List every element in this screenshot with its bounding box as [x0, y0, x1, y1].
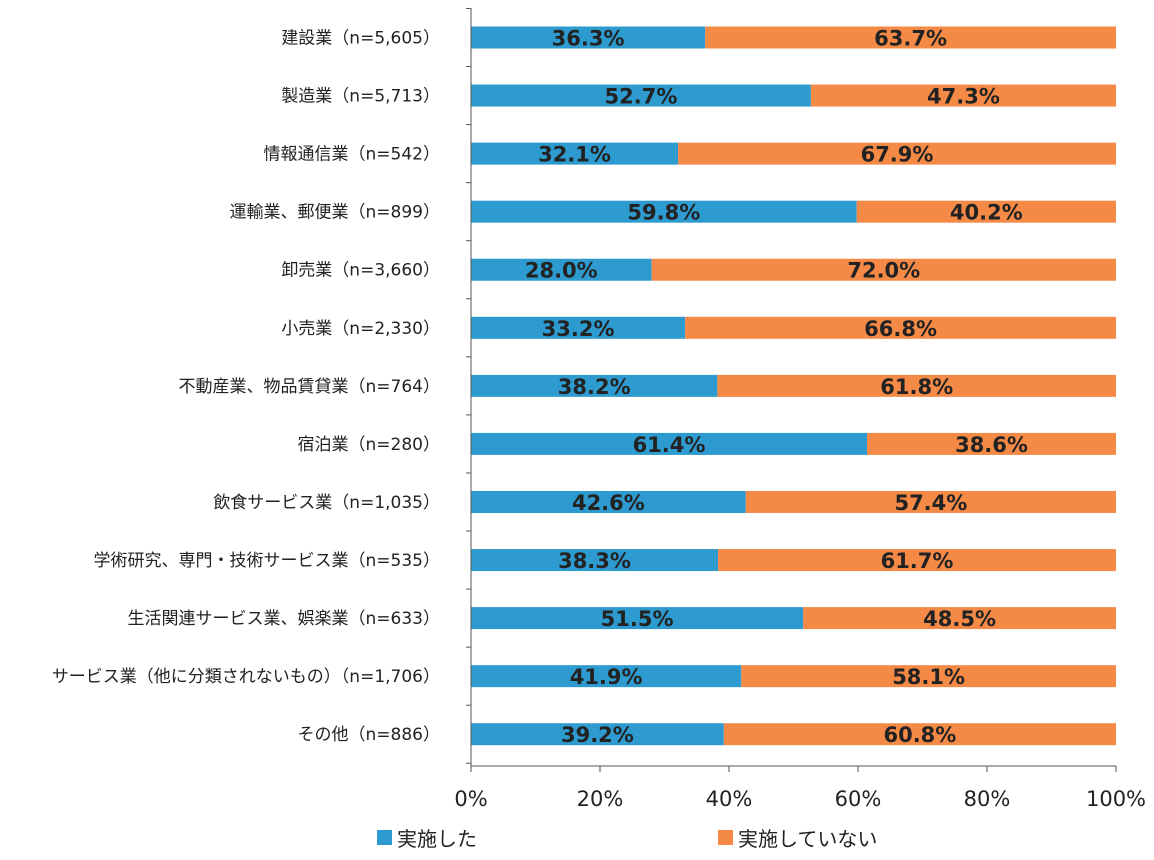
category-label-7: 宿泊業（n=280） [298, 435, 440, 455]
data-label-implemented-2: 32.1% [538, 143, 611, 167]
bar-not-implemented-5 [685, 316, 1116, 339]
data-label-not-implemented-8: 57.4% [894, 491, 967, 515]
x-tick-label-2: 40% [706, 787, 753, 811]
legend: 実施した 実施していない [0, 823, 1154, 853]
data-label-not-implemented-0: 63.7% [874, 27, 947, 51]
data-label-not-implemented-12: 60.8% [883, 723, 956, 747]
bar-not-implemented-10 [803, 607, 1116, 630]
bar-implemented-2 [471, 142, 679, 165]
x-tick-label-4: 80% [964, 787, 1011, 811]
category-label-11: サービス業（他に分類されないもの）（n=1,706） [52, 667, 440, 687]
legend-label-implemented: 実施した [397, 827, 477, 851]
bar-implemented-1 [471, 84, 811, 107]
bar-not-implemented-11 [741, 665, 1116, 688]
bar-implemented-4 [471, 258, 652, 281]
bar-not-implemented-12 [723, 723, 1116, 746]
data-label-not-implemented-5: 66.8% [864, 317, 937, 341]
legend-swatch-not-implemented [718, 830, 733, 845]
bar-not-implemented-6 [717, 374, 1116, 397]
data-label-not-implemented-11: 58.1% [892, 665, 965, 689]
category-label-12: その他（n=886） [298, 725, 440, 745]
category-label-0: 建設業（n=5,605） [281, 29, 440, 49]
data-label-not-implemented-4: 72.0% [847, 259, 920, 283]
data-label-implemented-3: 59.8% [627, 201, 700, 225]
data-label-not-implemented-6: 61.8% [880, 375, 953, 399]
data-label-implemented-8: 42.6% [572, 491, 645, 515]
bar-implemented-7 [471, 432, 868, 455]
bar-not-implemented-0 [705, 26, 1116, 49]
bar-not-implemented-9 [718, 549, 1116, 572]
bar-implemented-12 [471, 723, 724, 746]
x-tick-label-0: 0% [454, 787, 487, 811]
bar-implemented-6 [471, 374, 718, 397]
data-label-implemented-7: 61.4% [633, 433, 706, 457]
category-label-9: 学術研究、専門・技術サービス業（n=535） [94, 551, 440, 571]
data-labels: 36.3% 63.7% 52.7% 47.3% 32.1% 67.9% 59.8% 40.2%… [525, 27, 1028, 748]
category-label-6: 不動産業、物品賃貸業（n=764） [179, 377, 440, 397]
data-label-implemented-9: 38.3% [558, 549, 631, 573]
bar-implemented-9 [471, 549, 719, 572]
bars [471, 26, 1116, 746]
bar-implemented-11 [471, 665, 742, 688]
bar-not-implemented-3 [856, 200, 1116, 223]
data-label-not-implemented-7: 38.6% [955, 433, 1028, 457]
category-label-8: 飲食サービス業（n=1,035） [213, 493, 440, 513]
legend-item-implemented: 実施した [377, 823, 477, 852]
bar-implemented-0 [471, 26, 706, 49]
bar-not-implemented-1 [810, 84, 1116, 107]
legend-item-not-implemented: 実施していない [718, 823, 877, 852]
bar-implemented-10 [471, 607, 804, 630]
bar-not-implemented-8 [745, 490, 1116, 513]
category-label-5: 小売業（n=2,330） [281, 319, 440, 339]
data-label-implemented-1: 52.7% [605, 85, 678, 109]
data-label-implemented-0: 36.3% [552, 27, 625, 51]
category-label-4: 卸売業（n=3,660） [281, 261, 440, 281]
bar-not-implemented-7 [867, 432, 1116, 455]
data-label-implemented-4: 28.0% [525, 259, 598, 283]
x-tick-label-5: 100% [1086, 787, 1146, 811]
bar-not-implemented-4 [651, 258, 1116, 281]
data-label-not-implemented-2: 67.9% [861, 143, 934, 167]
bar-implemented-5 [471, 316, 686, 339]
category-label-3: 運輸業、郵便業（n=899） [230, 203, 440, 223]
bar-implemented-8 [471, 490, 746, 513]
data-label-not-implemented-9: 61.7% [881, 549, 954, 573]
category-labels: 建設業（n=5,605） 製造業（n=5,713） 情報通信業（n=542） 運輸業、… [52, 29, 440, 746]
data-label-not-implemented-3: 40.2% [950, 201, 1023, 225]
x-tick-label-3: 60% [835, 787, 882, 811]
data-label-not-implemented-1: 47.3% [927, 85, 1000, 109]
data-label-implemented-6: 38.2% [558, 375, 631, 399]
legend-label-not-implemented: 実施していない [738, 827, 878, 851]
data-label-implemented-12: 39.2% [561, 723, 634, 747]
data-label-implemented-11: 41.9% [570, 665, 643, 689]
x-tick-label-1: 20% [577, 787, 624, 811]
data-label-implemented-10: 51.5% [601, 607, 674, 631]
legend-swatch-implemented [377, 830, 392, 845]
category-label-10: 生活関連サービス業、娯楽業（n=633） [128, 609, 440, 629]
data-label-implemented-5: 33.2% [542, 317, 615, 341]
data-label-not-implemented-10: 48.5% [923, 607, 996, 631]
category-label-2: 情報通信業（n=542） [264, 145, 440, 165]
bar-implemented-3 [471, 200, 857, 223]
bar-not-implemented-2 [678, 142, 1116, 165]
category-label-1: 製造業（n=5,713） [281, 87, 440, 107]
